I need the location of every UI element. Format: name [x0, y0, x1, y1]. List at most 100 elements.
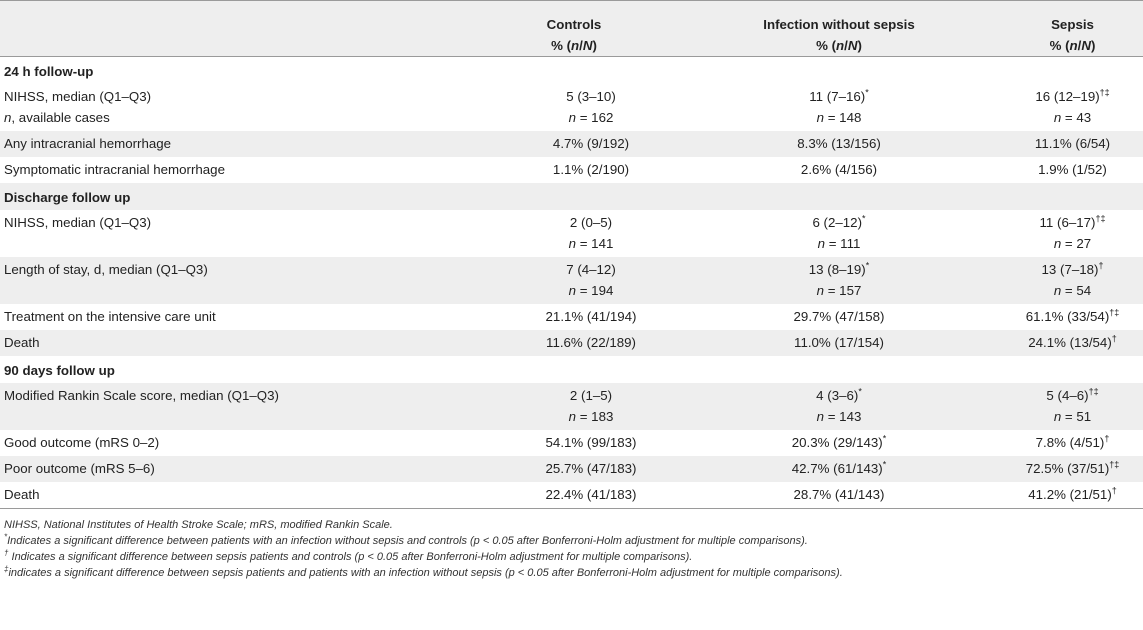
table-row: NIHSS, median (Q1–Q3) n, available cases… — [0, 84, 1143, 131]
row-label: NIHSS, median (Q1–Q3) — [4, 215, 152, 230]
row-label: Death — [0, 482, 440, 509]
significance-mark: * — [882, 459, 887, 470]
table-row: NIHSS, median (Q1–Q3) 2 (0–5) n = 141 6 … — [0, 210, 1143, 257]
row-sublabel-prefix: n — [4, 110, 12, 125]
cell-n: n = 183 — [568, 409, 614, 424]
section-title-discharge: Discharge follow up — [0, 183, 1143, 210]
section-row: 90 days follow up — [0, 356, 1143, 383]
cell-value-text: 42.7% (61/143) — [791, 461, 883, 476]
cell-value: 13 (8–19)* — [762, 259, 916, 280]
significance-mark: * — [882, 433, 887, 444]
footnote-text: indicates a significant difference betwe… — [8, 567, 843, 579]
row-label-text: NIHSS, median (Q1–Q3) — [4, 89, 152, 104]
significance-mark: † — [1104, 433, 1110, 444]
significance-mark: * — [862, 213, 866, 224]
cell-n: n = 54 — [1053, 283, 1092, 298]
cell-sepsis: 24.1% (13/54)† — [922, 330, 1143, 356]
cell-controls: 54.1% (99/183) — [545, 435, 637, 450]
cell-sepsis: 13 (7–18)† n = 54 — [922, 257, 1143, 304]
footnote-symbol: † — [4, 548, 9, 558]
significance-mark: †‡ — [1109, 459, 1120, 470]
header-sepsis-unit: % (n/N) — [1049, 38, 1096, 53]
cell-n: n = 111 — [817, 236, 861, 251]
cell-value: 11 (6–17)†‡ — [1002, 212, 1143, 233]
cell-controls: 4.7% (9/192) — [440, 131, 702, 157]
cell-controls: 22.4% (41/183) — [440, 482, 702, 509]
table-row: Length of stay, d, median (Q1–Q3) 7 (4–1… — [0, 257, 1143, 304]
cell-n: n = 43 — [1053, 110, 1092, 125]
header-infection-unit: % (n/N) — [816, 38, 862, 53]
row-label: Symptomatic intracranial hemorrhage — [4, 162, 225, 177]
header-controls: Controls % (n/N) — [440, 0, 702, 57]
header-empty — [0, 0, 440, 57]
cell-value-text: 16 (12–19) — [1035, 89, 1100, 104]
cell-value-text: 5 (4–6) — [1046, 388, 1089, 403]
row-label: Death — [0, 330, 440, 356]
section-row: Discharge follow up — [0, 183, 1143, 210]
cell-value-text: 61.1% (33/54) — [1025, 309, 1110, 324]
cell-infection: 28.7% (41/143) — [702, 482, 922, 509]
table-row: Death 22.4% (41/183) 28.7% (41/143) 41.2… — [0, 482, 1143, 509]
cell-value-text: 7.8% (4/51) — [1035, 435, 1105, 450]
cell-value: 5 (3–10) — [566, 89, 616, 104]
row-label: Treatment on the intensive care unit — [4, 309, 216, 324]
section-row: 24 h follow-up — [0, 57, 1143, 85]
header-row: Controls % (n/N) Infection without sepsi… — [0, 0, 1143, 57]
cell-value: 4 (3–6)* — [762, 385, 916, 406]
significance-mark: †‡ — [1099, 87, 1110, 98]
significance-mark: †‡ — [1095, 213, 1106, 224]
header-infection: Infection without sepsis % (n/N) — [702, 0, 922, 57]
footnote-star: *Indicates a significant difference betw… — [4, 533, 1139, 549]
row-label: Modified Rankin Scale score, median (Q1–… — [0, 383, 440, 430]
cell-n: n = 141 — [568, 236, 614, 251]
header-infection-name: Infection without sepsis — [763, 17, 915, 32]
cell-controls: 11.6% (22/189) — [440, 330, 702, 356]
cell-infection: 8.3% (13/156) — [702, 131, 922, 157]
header-sepsis-name: Sepsis — [1051, 17, 1094, 32]
cell-value-text: 24.1% (13/54) — [1028, 335, 1112, 350]
cell-value-text: 6 (2–12) — [812, 215, 862, 230]
cell-n: n = 194 — [568, 283, 614, 298]
cell-infection: 11.0% (17/154) — [702, 330, 922, 356]
cell-value: 6 (2–12)* — [762, 212, 916, 233]
significance-mark: † — [1098, 260, 1104, 271]
cell-value-text: 13 (8–19) — [808, 262, 866, 277]
cell-sepsis: 16 (12–19)†‡ n = 43 — [922, 84, 1143, 131]
table-row: Any intracranial hemorrhage 4.7% (9/192)… — [0, 131, 1143, 157]
significance-mark: † — [1111, 333, 1117, 344]
cell-sepsis: 11.1% (6/54) — [922, 131, 1143, 157]
row-sublabel: n, available cases — [4, 107, 434, 128]
cell-sepsis: 5 (4–6)†‡ n = 51 — [922, 383, 1143, 430]
table-row: Treatment on the intensive care unit 21.… — [0, 304, 1143, 330]
cell-sepsis: 41.2% (21/51)† — [922, 482, 1143, 509]
cell-infection: 6 (2–12)* n = 111 — [702, 210, 922, 257]
footnote-text: Indicates a significant difference betwe… — [7, 535, 808, 547]
cell-n: n = 27 — [1053, 236, 1092, 251]
footnote-double-dagger: ‡indicates a significant difference betw… — [4, 565, 1139, 581]
cell-infection: 4 (3–6)* n = 143 — [702, 383, 922, 430]
cell-infection: 11 (7–16)* n = 148 — [702, 84, 922, 131]
cell-value: 2 (1–5) — [569, 388, 613, 403]
row-label: Good outcome (mRS 0–2) — [4, 435, 160, 450]
cell-value: 5 (4–6)†‡ — [1002, 385, 1143, 406]
row-label: NIHSS, median (Q1–Q3) n, available cases — [0, 84, 440, 131]
table-footnotes: NIHSS, National Institutes of Health Str… — [0, 509, 1143, 581]
table-row: Death 11.6% (22/189) 11.0% (17/154) 24.1… — [0, 330, 1143, 356]
cell-n: n = 143 — [816, 409, 862, 424]
cell-controls: 21.1% (41/194) — [545, 309, 637, 324]
cell-value-text: 13 (7–18) — [1041, 262, 1099, 277]
significance-mark: * — [865, 87, 869, 98]
cell-sepsis: 61.1% (33/54)†‡ — [922, 304, 1143, 330]
cell-value-text: 72.5% (37/51) — [1025, 461, 1110, 476]
cell-sepsis: 11 (6–17)†‡ n = 27 — [922, 210, 1143, 257]
footnote-dagger: † Indicates a significant difference bet… — [4, 549, 1139, 565]
footnote-symbol: * — [4, 532, 8, 542]
row-label: Length of stay, d, median (Q1–Q3) — [0, 257, 440, 304]
header-controls-unit: % (n/N) — [551, 38, 597, 53]
table-row: Poor outcome (mRS 5–6) 25.7% (47/183) 42… — [0, 456, 1143, 482]
header-controls-name: Controls — [546, 17, 602, 32]
cell-controls: 5 (3–10) n = 162 — [440, 84, 702, 131]
footnote-abbreviations: NIHSS, National Institutes of Health Str… — [4, 519, 393, 531]
significance-mark: †‡ — [1109, 307, 1120, 318]
